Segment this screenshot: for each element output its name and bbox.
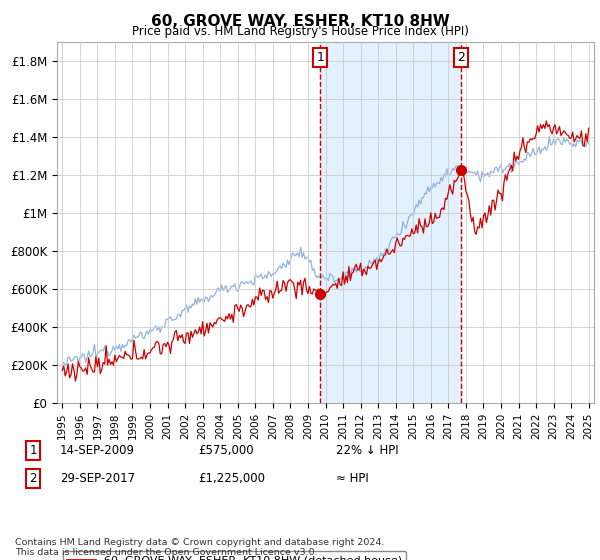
Bar [320, 42, 461, 403]
Text: 2: 2 [29, 472, 37, 486]
Text: 1: 1 [29, 444, 37, 458]
Text: 14-SEP-2009: 14-SEP-2009 [60, 444, 135, 458]
Legend: 60, GROVE WAY, ESHER, KT10 8HW (detached house), HPI: Average price, detached ho: 60, GROVE WAY, ESHER, KT10 8HW (detached… [62, 551, 406, 560]
Text: 29-SEP-2017: 29-SEP-2017 [60, 472, 135, 486]
Text: 22% ↓ HPI: 22% ↓ HPI [336, 444, 398, 458]
Text: Contains HM Land Registry data © Crown copyright and database right 2024.
This d: Contains HM Land Registry data © Crown c… [15, 538, 385, 557]
Text: 60, GROVE WAY, ESHER, KT10 8HW: 60, GROVE WAY, ESHER, KT10 8HW [151, 14, 449, 29]
Text: 1: 1 [316, 51, 325, 64]
Text: Price paid vs. HM Land Registry's House Price Index (HPI): Price paid vs. HM Land Registry's House … [131, 25, 469, 38]
Text: £575,000: £575,000 [198, 444, 254, 458]
Text: ≈ HPI: ≈ HPI [336, 472, 369, 486]
Text: 2: 2 [457, 51, 465, 64]
Text: £1,225,000: £1,225,000 [198, 472, 265, 486]
